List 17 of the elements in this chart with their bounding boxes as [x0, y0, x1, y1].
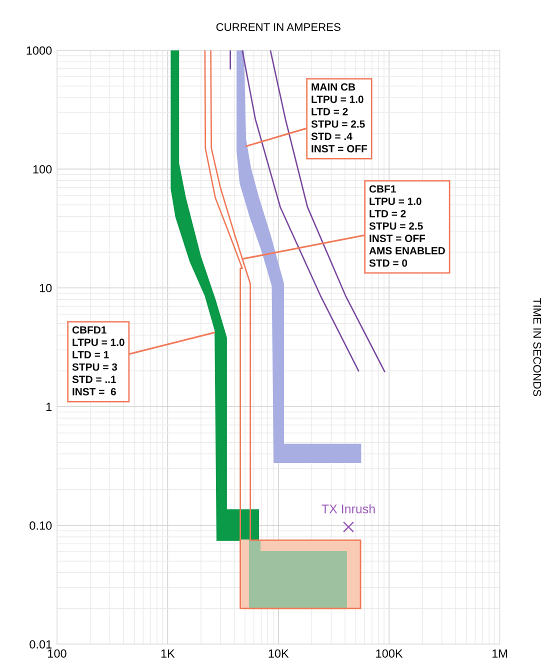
- y-axis-title: TIME IN SECONDS: [533, 298, 542, 396]
- annotation: TX Inrush: [322, 504, 375, 514]
- y-tick-label: 0.10: [30, 521, 52, 530]
- annotation: MAIN CB LTPU = 1.0 LTD = 2 STPU = 2.5 STD = .4 INST = OFF: [311, 83, 368, 152]
- annotation: CBFD1 LTPU = 1.0 LTD = 1 STPU = 3 STD = ..1 INST = 6: [72, 326, 124, 396]
- y-tick-label: 100: [33, 165, 52, 174]
- annotation: CBF1 LTPU = 1.0 LTD = 2 STPU = 2.5 INST = OFF AMS ENABLED STD = 0: [369, 185, 445, 267]
- x-axis-title: CURRENT IN AMPERES: [216, 23, 340, 31]
- y-tick-label: 0.01: [30, 640, 52, 649]
- y-tick-label: 10: [40, 284, 52, 292]
- x-tick-label: 100: [48, 649, 66, 658]
- x-tick-label: 1M: [492, 649, 508, 658]
- y-tick-label: 1: [46, 402, 52, 411]
- y-tick-label: 1000: [26, 46, 52, 55]
- x-tick-label: 100K: [376, 649, 403, 658]
- x-tick-label: 10K: [268, 649, 289, 658]
- x-tick-label: 1K: [161, 649, 175, 658]
